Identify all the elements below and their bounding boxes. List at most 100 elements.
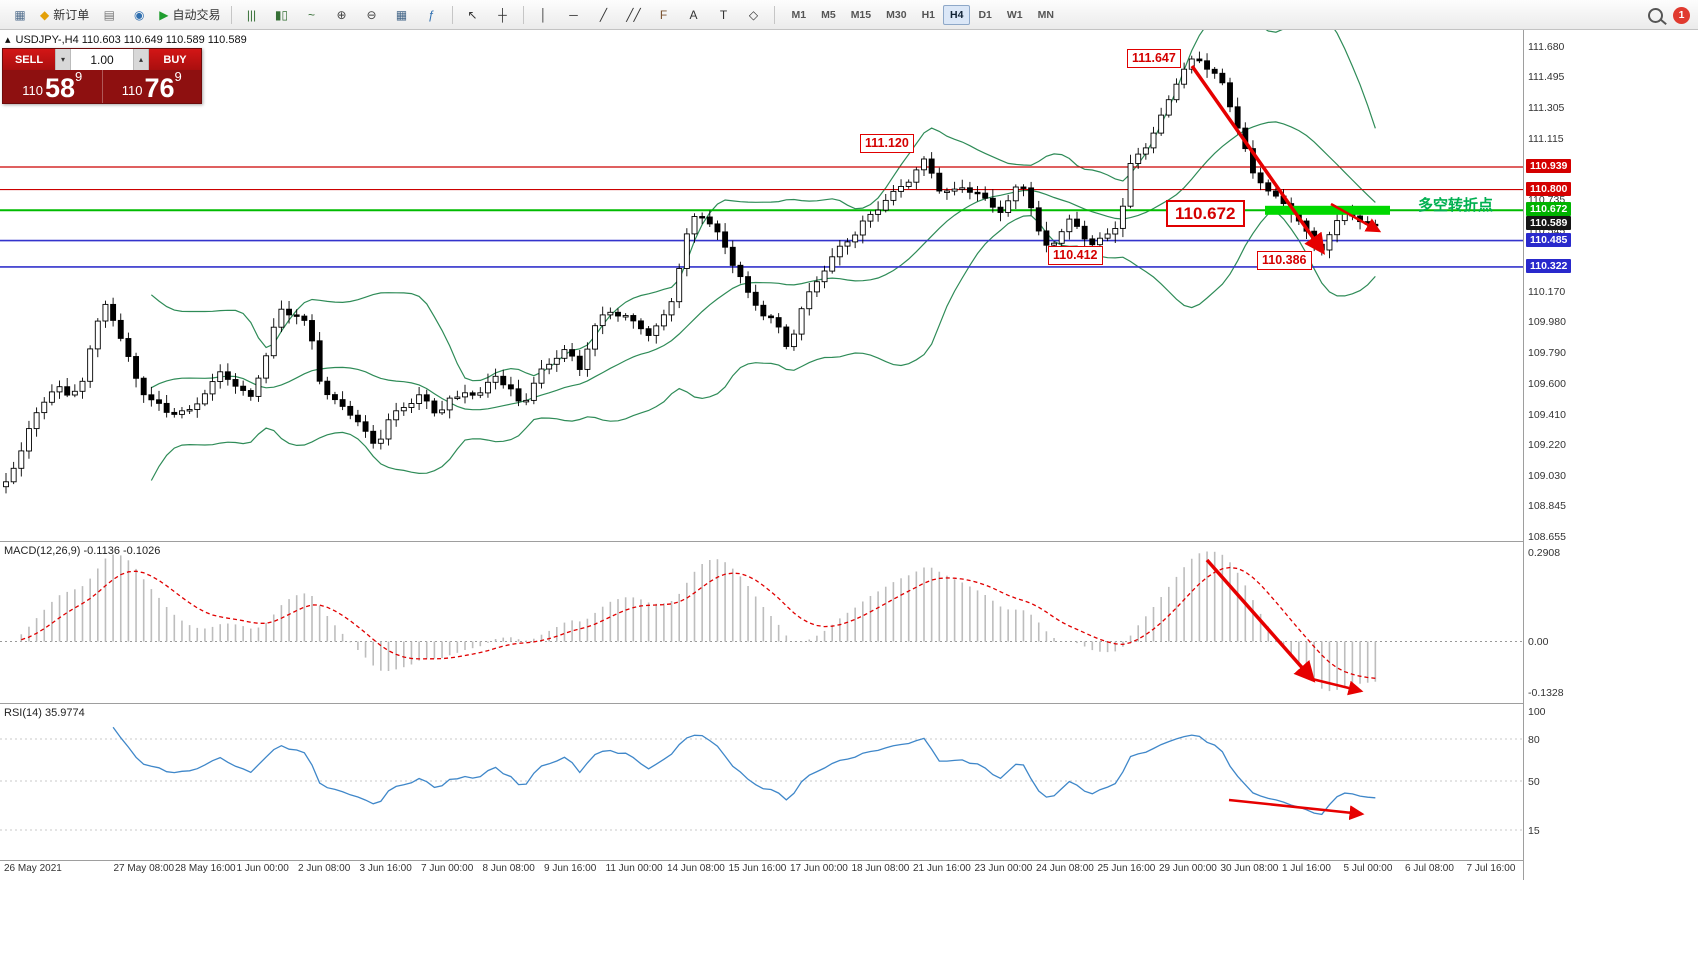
volume-increase-button[interactable]: ▴ (133, 49, 149, 70)
notification-badge[interactable]: 1 (1673, 6, 1690, 24)
crosshair-icon[interactable]: ┼ (489, 4, 517, 26)
timeframe-w1[interactable]: W1 (1006, 8, 1023, 21)
timeframe-d1[interactable]: D1 (978, 8, 992, 21)
price-annotation[interactable]: 111.647 (1127, 49, 1181, 68)
price-tick: 111.305 (1528, 101, 1565, 114)
market-depth-icon[interactable]: ▤ (95, 4, 123, 26)
price-annotation[interactable]: 110.672 (1166, 200, 1245, 227)
rsi-panel[interactable] (0, 703, 1523, 860)
new-chart-icon: ▦ (14, 7, 26, 22)
price-badge: 110.589 (1526, 215, 1572, 230)
rsi-scale-label: 100 (1528, 706, 1546, 718)
autotrade-button[interactable]: ▶ 自动交易 (155, 4, 224, 26)
cursor-icon[interactable]: ↖ (459, 4, 487, 26)
new-order-button[interactable]: ◆ 新订单 (36, 4, 93, 26)
candlestick-chart-icon: ▮▯ (274, 7, 289, 22)
price-badge: 110.322 (1526, 258, 1572, 273)
price-tick: 108.845 (1528, 500, 1566, 513)
price-tick: 110.170 (1528, 285, 1566, 298)
volume-input[interactable]: 1.00 (71, 49, 133, 70)
price-tick: 109.030 (1528, 470, 1566, 483)
line-chart-icon[interactable]: ~ (298, 4, 326, 26)
time-axis-label: 7 Jun 00:00 (421, 863, 474, 874)
price-badge: 110.485 (1526, 232, 1572, 247)
buy-price-display[interactable]: 110 76 9 (103, 69, 202, 103)
fibonacci-icon[interactable]: F (650, 4, 678, 26)
terminal-icon[interactable]: ◉ (125, 4, 153, 26)
bollinger-bands (150, 30, 1376, 481)
sell-price-sup: 9 (75, 69, 83, 84)
shapes-icon[interactable]: ◇ (740, 4, 768, 26)
price-tick: 109.600 (1528, 377, 1566, 390)
timeframe-m5[interactable]: M5 (821, 8, 836, 21)
time-axis-label: 7 Jul 16:00 (1466, 863, 1516, 874)
price-scale-column[interactable]: 111.680 111.495 111.305 111.115 110.735 110.5… (1524, 30, 1698, 880)
toolbar-separator (451, 5, 453, 24)
price-scale-border (1523, 30, 1524, 880)
toolbar-left-group: ▦ ◆ 新订单 ▤ ◉ ▶ 自动交易 ||| ▮▯ ~ ⊕ ⊖ ▦ ƒ ↖ ┼ │ ─ ╱ ╱╱ F A T ◇ (6, 4, 779, 26)
vertical-line-icon[interactable]: │ (530, 4, 558, 26)
trendline-icon: ╱ (599, 7, 608, 22)
time-axis-label: 5 Jul 00:00 (1343, 863, 1393, 874)
macd-signal-line (21, 566, 1376, 679)
label-icon[interactable]: T (710, 4, 738, 26)
price-annotation[interactable]: 110.412 (1048, 246, 1103, 265)
time-axis-label: 26 May 2021 (4, 863, 62, 874)
bar-chart-icon[interactable]: ||| (238, 4, 266, 26)
time-axis-label: 30 Jun 08:00 (1220, 863, 1279, 874)
macd-scale-zero: 0.00 (1528, 635, 1549, 648)
text-icon: A (689, 7, 698, 22)
price-annotation[interactable]: 111.120 (860, 134, 914, 153)
time-axis-label: 9 Jun 16:00 (544, 863, 597, 874)
channel-icon: ╱╱ (626, 7, 641, 22)
macd-panel[interactable] (0, 541, 1523, 703)
candlestick-chart-icon[interactable]: ▮▯ (268, 4, 296, 26)
price-badge: 110.800 (1526, 181, 1572, 196)
timeframe-h1[interactable]: H1 (921, 8, 935, 21)
price-tick: 111.495 (1528, 70, 1565, 83)
price-annotation[interactable]: 110.386 (1257, 251, 1312, 270)
trendline-icon[interactable]: ╱ (590, 4, 618, 26)
zoom-out-icon[interactable]: ⊖ (358, 4, 386, 26)
rsi-axis-separator (0, 860, 1698, 861)
turning-point-label[interactable]: 多空转折点 (1418, 197, 1494, 214)
cursor-icon: ↖ (467, 7, 478, 22)
price-macd-separator[interactable] (0, 541, 1698, 542)
sell-price-display[interactable]: 110 58 9 (3, 69, 103, 103)
timeframe-m15[interactable]: M15 (850, 8, 872, 21)
timeframe-mn[interactable]: MN (1037, 8, 1054, 21)
channel-icon[interactable]: ╱╱ (620, 4, 648, 26)
time-axis-label: 11 Jun 00:00 (605, 863, 663, 874)
timeframe-m1[interactable]: M1 (791, 8, 807, 21)
toolbar-separator (230, 5, 232, 24)
text-icon[interactable]: A (680, 4, 708, 26)
timeframe-h4[interactable]: H4 (943, 4, 971, 25)
time-axis-label: 3 Jun 16:00 (359, 863, 412, 874)
zoom-in-icon[interactable]: ⊕ (328, 4, 356, 26)
horizontal-line-icon[interactable]: ─ (560, 4, 588, 26)
sell-price-big: 58 (44, 73, 76, 103)
macd-header: MACD(12,26,9) -0.1136 -0.1026 (4, 545, 161, 557)
time-axis-label: 28 May 16:00 (175, 863, 236, 874)
volume-decrease-button[interactable]: ▾ (55, 49, 71, 70)
toolbar-separator (773, 5, 775, 24)
tile-windows-icon[interactable]: ▦ (388, 4, 416, 26)
market-depth-icon: ▤ (103, 7, 115, 22)
macd-rsi-separator[interactable] (0, 703, 1698, 704)
buy-button[interactable]: BUY (149, 49, 201, 70)
search-icon[interactable] (1648, 7, 1663, 23)
indicators-icon[interactable]: ƒ (418, 4, 446, 26)
indicators-icon: ƒ (428, 7, 435, 22)
price-chart[interactable] (0, 30, 1523, 541)
shapes-icon: ◇ (748, 7, 759, 22)
sell-button[interactable]: SELL (3, 49, 55, 70)
time-axis-label: 2 Jun 08:00 (298, 863, 351, 874)
new-chart-icon[interactable]: ▦ (6, 4, 34, 26)
new-order-icon: ◆ (40, 7, 50, 22)
autotrade-button-label: 自动交易 (172, 8, 221, 22)
timeframe-m30[interactable]: M30 (886, 8, 907, 21)
price-badge: 110.939 (1526, 159, 1572, 174)
time-axis-label: 24 Jun 08:00 (1036, 863, 1094, 874)
tile-windows-icon: ▦ (395, 7, 408, 22)
time-axis-label: 14 Jun 08:00 (667, 863, 725, 874)
